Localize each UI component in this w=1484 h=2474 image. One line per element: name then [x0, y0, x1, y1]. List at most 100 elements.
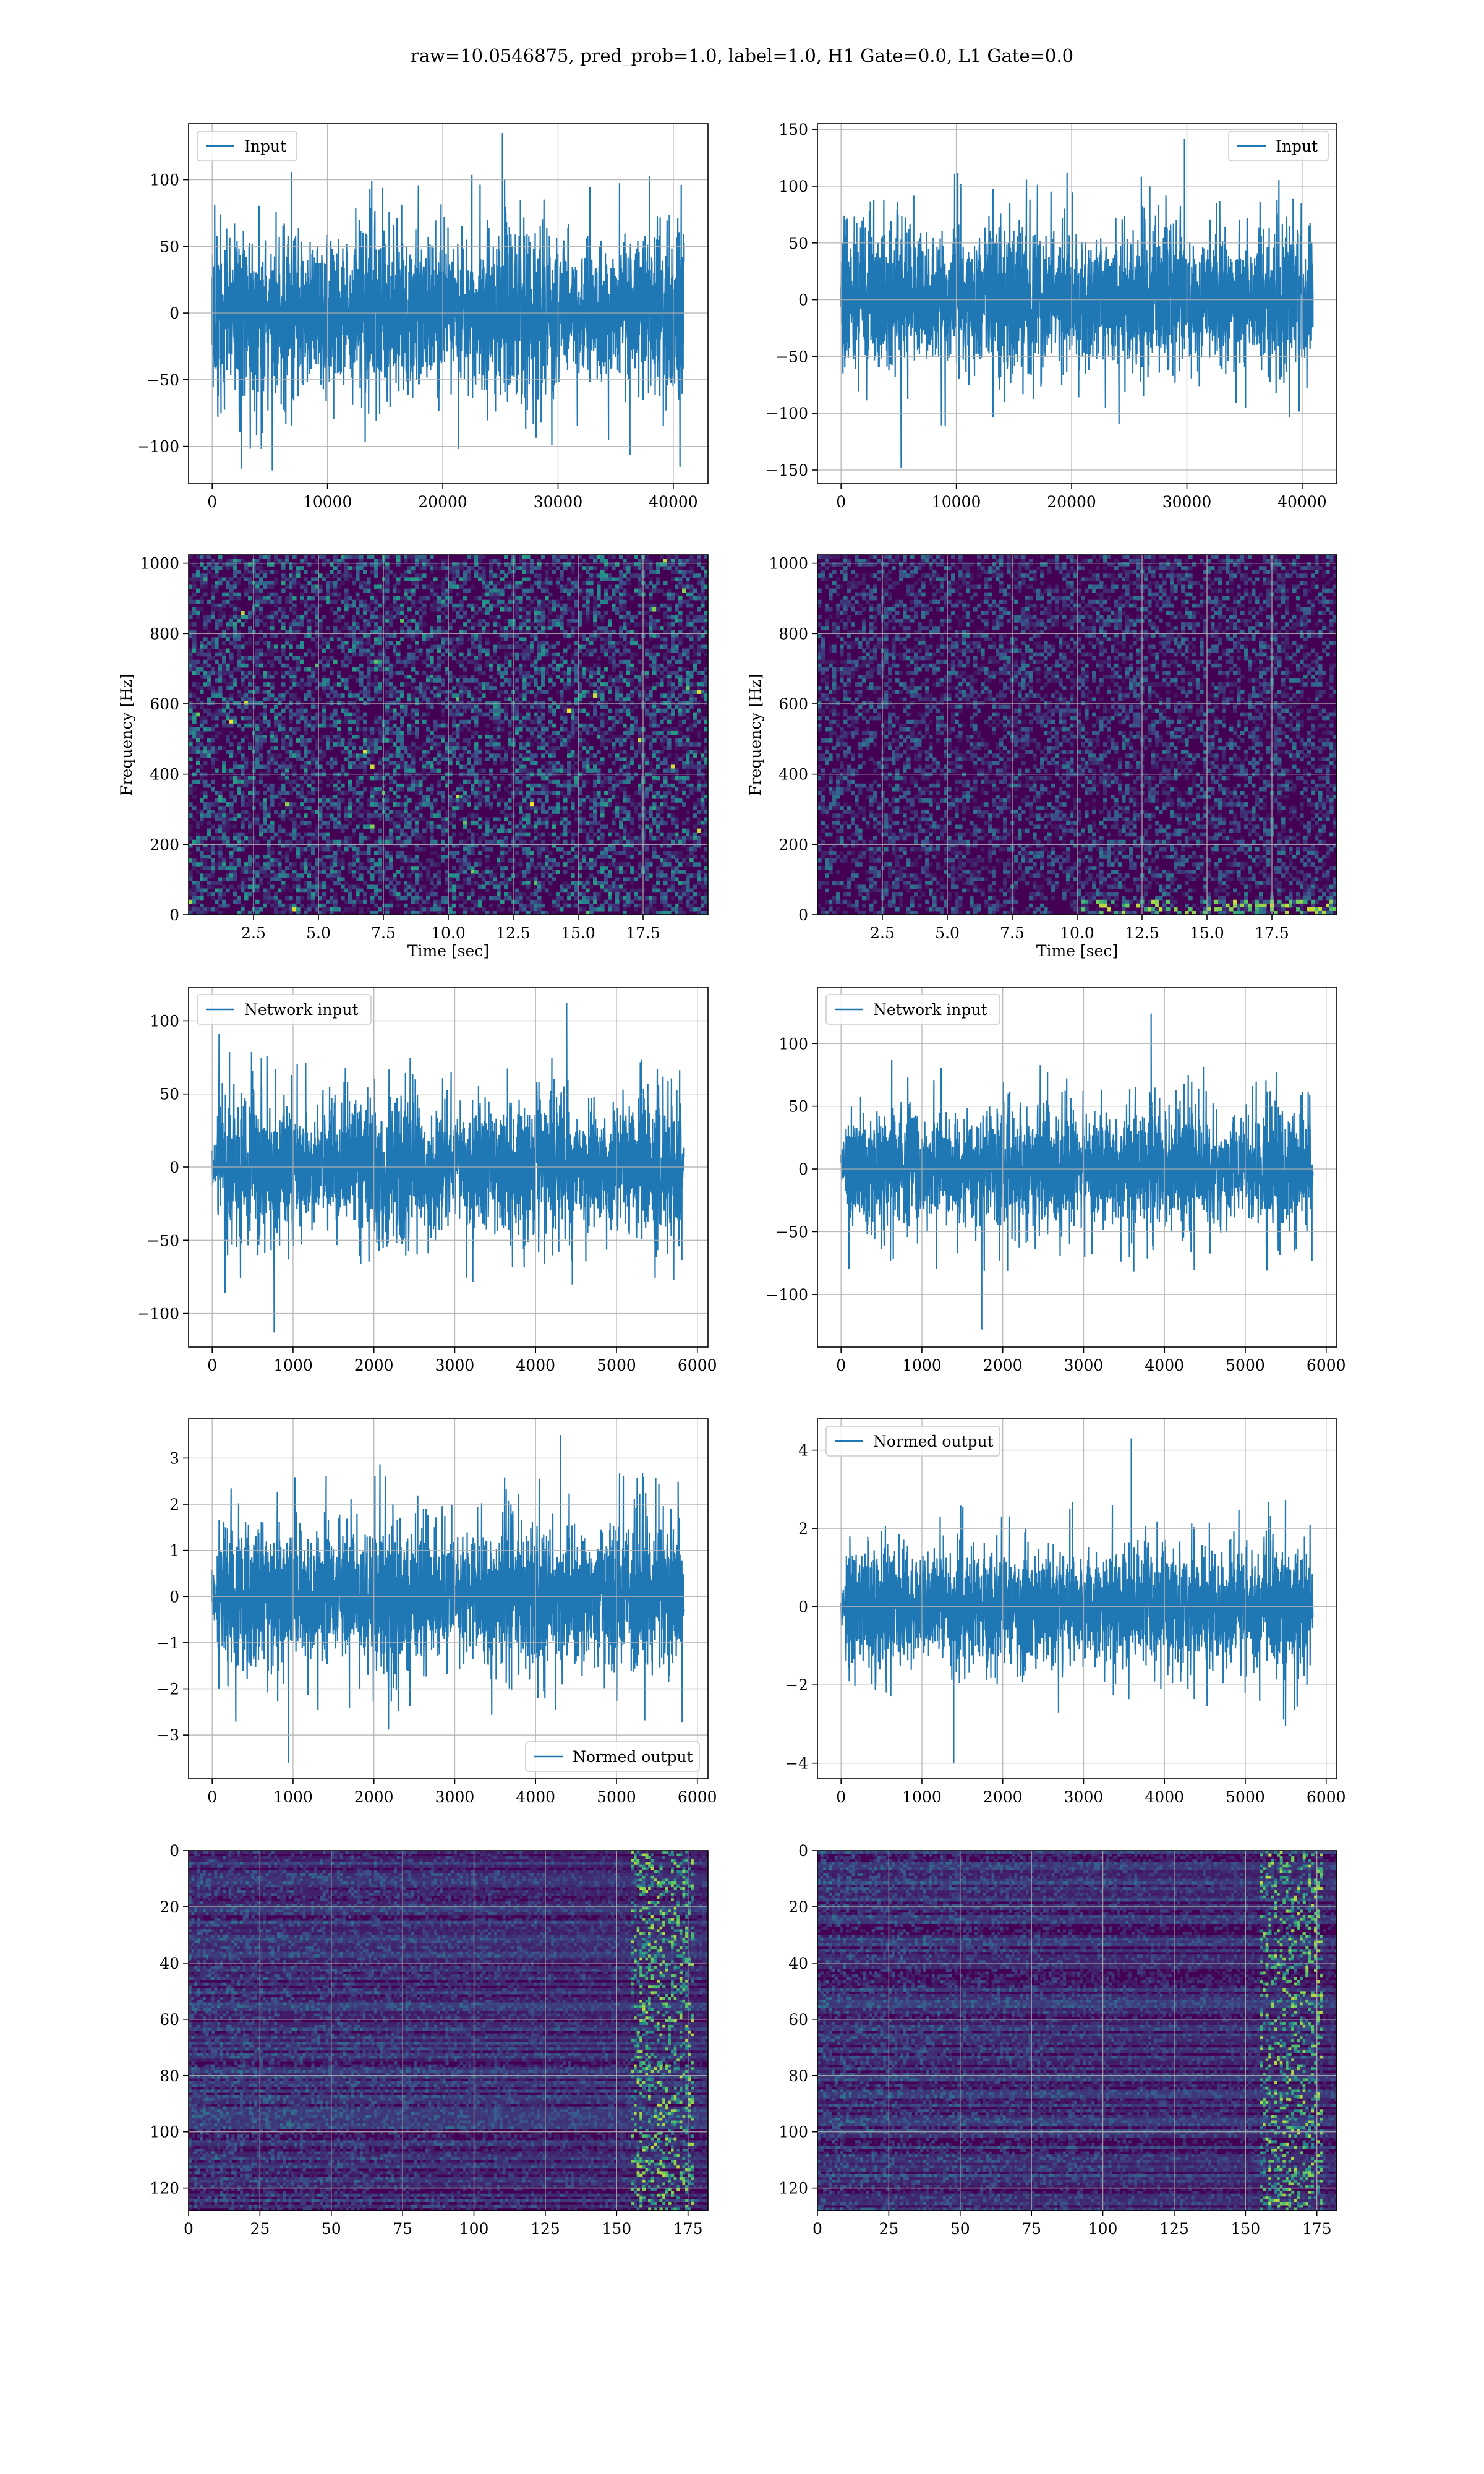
- heatmap-cell: [241, 633, 245, 638]
- heatmap-cell: [485, 701, 490, 706]
- heatmap-cell: [493, 719, 497, 724]
- heatmap-cell: [485, 622, 490, 627]
- heatmap-cell: [315, 719, 319, 724]
- heatmap-cell: [430, 790, 434, 795]
- heatmap-cell: [471, 603, 475, 608]
- heatmap-cell: [463, 686, 467, 690]
- heatmap-cell: [667, 648, 672, 653]
- heatmap-cell: [537, 730, 542, 735]
- heatmap-cell: [322, 596, 326, 601]
- heatmap-cell: [344, 596, 349, 601]
- heatmap-cell: [630, 630, 634, 634]
- heatmap-cell: [363, 701, 367, 706]
- heatmap-cell: [437, 630, 441, 634]
- heatmap-cell: [489, 615, 493, 619]
- heatmap-cell: [352, 577, 356, 582]
- heatmap-cell: [229, 633, 234, 638]
- heatmap-cell: [430, 675, 434, 679]
- heatmap-cell: [326, 701, 330, 706]
- heatmap-cell: [649, 693, 653, 698]
- heatmap-cell: [267, 719, 271, 724]
- heatmap-cell: [582, 690, 586, 694]
- heatmap-cell: [300, 787, 304, 792]
- heatmap-cell: [612, 742, 616, 747]
- heatmap-cell: [504, 753, 508, 758]
- heatmap-cell: [333, 761, 338, 766]
- heatmap-cell: [315, 588, 319, 593]
- heatmap-cell: [359, 644, 364, 649]
- heatmap-cell: [541, 618, 545, 623]
- heatmap-cell: [196, 670, 200, 675]
- heatmap-cell: [626, 693, 631, 698]
- heatmap-cell: [597, 730, 601, 735]
- heatmap-cell: [560, 742, 564, 747]
- heatmap-cell: [508, 607, 512, 612]
- heatmap-cell: [678, 618, 683, 623]
- x-tick-label: 10000: [932, 493, 981, 511]
- heatmap-cell: [485, 730, 490, 735]
- heatmap-cell: [374, 675, 378, 679]
- heatmap-cell: [292, 667, 297, 672]
- heatmap-cell: [437, 753, 441, 758]
- heatmap-cell: [200, 719, 204, 724]
- heatmap-cell: [341, 738, 345, 743]
- heatmap-cell: [244, 566, 249, 570]
- heatmap-cell: [218, 810, 223, 814]
- heatmap-cell: [560, 610, 564, 615]
- heatmap-cell: [645, 790, 649, 795]
- heatmap-cell: [582, 806, 586, 810]
- heatmap-cell: [289, 712, 293, 717]
- heatmap-cell: [200, 690, 204, 694]
- legend-label: Input: [1276, 137, 1318, 155]
- heatmap-cell: [367, 690, 371, 694]
- heatmap-cell: [634, 622, 638, 627]
- heatmap-cell: [341, 637, 345, 642]
- heatmap-cell: [689, 644, 694, 649]
- heatmap-cell: [541, 555, 545, 559]
- heatmap-cell: [318, 596, 323, 601]
- heatmap-cell: [270, 581, 275, 586]
- heatmap-cell: [563, 675, 568, 679]
- heatmap-cell: [600, 779, 605, 784]
- heatmap-cell: [515, 652, 519, 657]
- heatmap-cell: [255, 607, 260, 612]
- heatmap-cell: [608, 779, 612, 784]
- heatmap-cell: [211, 693, 215, 698]
- heatmap-cell: [333, 588, 338, 593]
- heatmap-cell: [267, 761, 271, 766]
- heatmap-cell: [367, 675, 371, 679]
- heatmap-cell: [389, 753, 393, 758]
- heatmap-cell: [348, 738, 352, 743]
- heatmap-cell: [489, 596, 493, 601]
- heatmap-cell: [267, 675, 271, 679]
- heatmap-cell: [189, 727, 193, 732]
- heatmap-cell: [333, 690, 338, 694]
- heatmap-cell: [638, 603, 642, 608]
- heatmap-cell: [619, 708, 623, 713]
- heatmap-cell: [541, 607, 545, 612]
- heatmap-cell: [337, 570, 341, 574]
- heatmap-cell: [211, 615, 215, 619]
- heatmap-cell: [604, 573, 608, 578]
- heatmap-cell: [337, 806, 341, 810]
- heatmap-cell: [701, 644, 705, 649]
- heatmap-cell: [426, 761, 430, 766]
- heatmap-cell: [437, 618, 441, 623]
- heatmap-cell: [526, 562, 531, 567]
- heatmap-cell: [623, 559, 627, 563]
- heatmap-cell: [430, 701, 434, 706]
- heatmap-cell: [318, 584, 323, 589]
- heatmap-cell: [612, 667, 616, 672]
- heatmap-cell: [530, 659, 534, 664]
- heatmap-cell: [289, 810, 293, 814]
- heatmap-cell: [626, 708, 631, 713]
- heatmap-cell: [445, 690, 449, 694]
- heatmap-cell: [356, 596, 360, 601]
- heatmap-cell: [337, 798, 341, 803]
- heatmap-cell: [541, 599, 545, 604]
- heatmap-cell: [289, 701, 293, 706]
- heatmap-cell: [244, 592, 249, 597]
- heatmap-cell: [244, 764, 249, 769]
- heatmap-cell: [274, 719, 278, 724]
- heatmap-cell: [215, 652, 219, 657]
